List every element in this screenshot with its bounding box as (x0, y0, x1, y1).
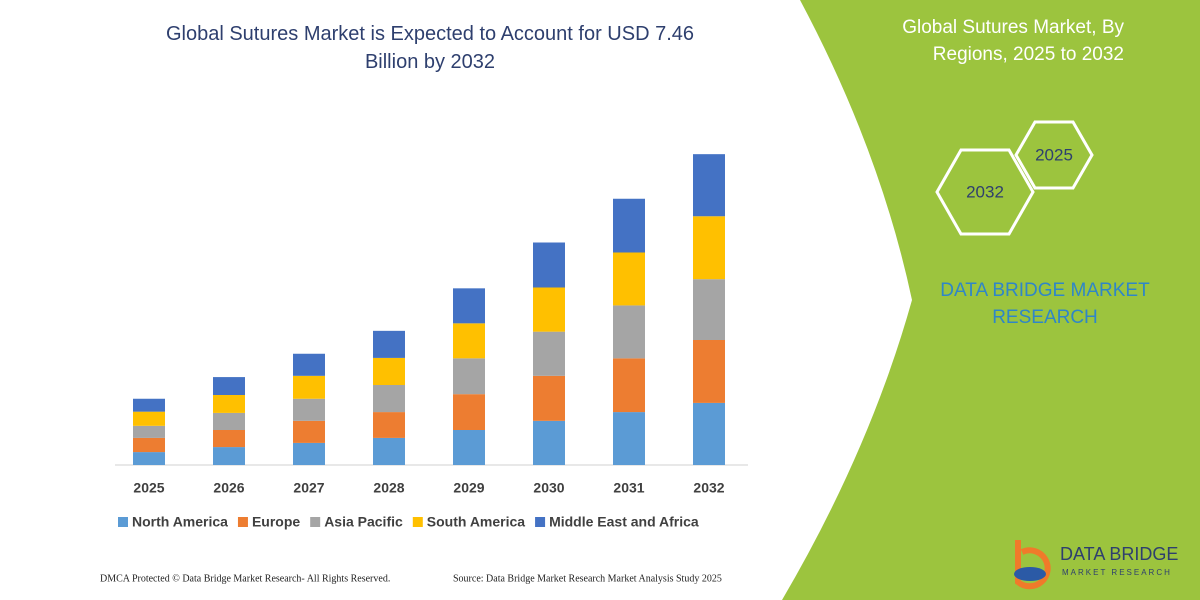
bar-segment (693, 402, 725, 465)
footer-copyright: DMCA Protected © Data Bridge Market Rese… (100, 573, 390, 584)
bar-segment (133, 398, 165, 412)
hexagon-label: 2032 (966, 182, 1004, 201)
side-title: Global Sutures Market, By Regions, 2025 … (902, 17, 1124, 65)
bar-segment (693, 340, 725, 403)
bar-segment (133, 425, 165, 438)
x-tick-label: 2028 (373, 480, 404, 496)
bar-segment (453, 394, 485, 430)
legend-swatch (118, 517, 128, 527)
x-tick-label: 2027 (293, 480, 324, 496)
x-tick-label: 2029 (453, 480, 484, 496)
bar-segment (533, 287, 565, 332)
bar-segment (453, 288, 485, 324)
legend-swatch (412, 517, 423, 527)
bar-segment (373, 385, 405, 413)
legend-label: Middle East and Africa (549, 514, 699, 530)
bar-segment (693, 279, 725, 340)
logo-name: DATA BRIDGE (1060, 544, 1178, 564)
logo-icon (1014, 540, 1051, 590)
bar-segment (293, 398, 325, 421)
side-panel-bg (782, 0, 1200, 600)
bar-segment (533, 375, 565, 421)
bar-segment (613, 412, 645, 465)
bar-segment (693, 154, 725, 217)
bar-segment (373, 437, 405, 465)
bar-segment (533, 331, 565, 376)
brand-name: DATA BRIDGE MARKET RESEARCH (940, 280, 1150, 328)
bar-segment (213, 430, 245, 448)
logo-tagline: MARKET RESEARCH (1062, 568, 1172, 577)
bar-segment (293, 420, 325, 443)
legend-swatch (237, 517, 248, 527)
x-tick-label: 2025 (133, 480, 164, 496)
bar-segment (373, 330, 405, 358)
bar-segment (533, 420, 565, 465)
legend-label: Europe (252, 514, 300, 530)
hexagon (935, 148, 1035, 236)
footer-source: Source: Data Bridge Market Research Mark… (453, 573, 722, 584)
bar-segment (213, 377, 245, 395)
x-tick-label: 2031 (613, 480, 644, 496)
hexagon (1014, 120, 1094, 190)
bar-segment (133, 411, 165, 426)
bar-segment (453, 358, 485, 395)
bar-segment (373, 412, 405, 438)
bar-segment (293, 442, 325, 465)
bar-segment (613, 305, 645, 359)
legend-label: North America (132, 514, 228, 530)
bar-segment (133, 437, 165, 453)
bar-segment (693, 216, 725, 280)
legend-label: Asia Pacific (324, 514, 403, 530)
bar-segment (453, 323, 485, 359)
bar-segment (213, 395, 245, 413)
bar-segment (213, 412, 245, 430)
legend-swatch (310, 517, 321, 527)
x-tick-label: 2026 (213, 480, 244, 496)
bar-segment (613, 198, 645, 253)
hexagon-label: 2025 (1035, 145, 1073, 164)
bar-segment (613, 358, 645, 413)
bar-segment (453, 430, 485, 465)
x-tick-label: 2030 (533, 480, 564, 496)
bar-segment (293, 353, 325, 376)
bar-segment (293, 375, 325, 399)
x-tick-label: 2032 (693, 480, 724, 496)
bar-segment (133, 452, 165, 465)
legend-swatch (535, 517, 546, 527)
bar-segment (533, 242, 565, 288)
legend-label: South America (427, 514, 525, 530)
bar-segment (373, 357, 405, 385)
bar-segment (213, 447, 245, 465)
bar-segment (613, 252, 645, 306)
chart-title: Global Sutures Market is Expected to Acc… (165, 23, 695, 73)
